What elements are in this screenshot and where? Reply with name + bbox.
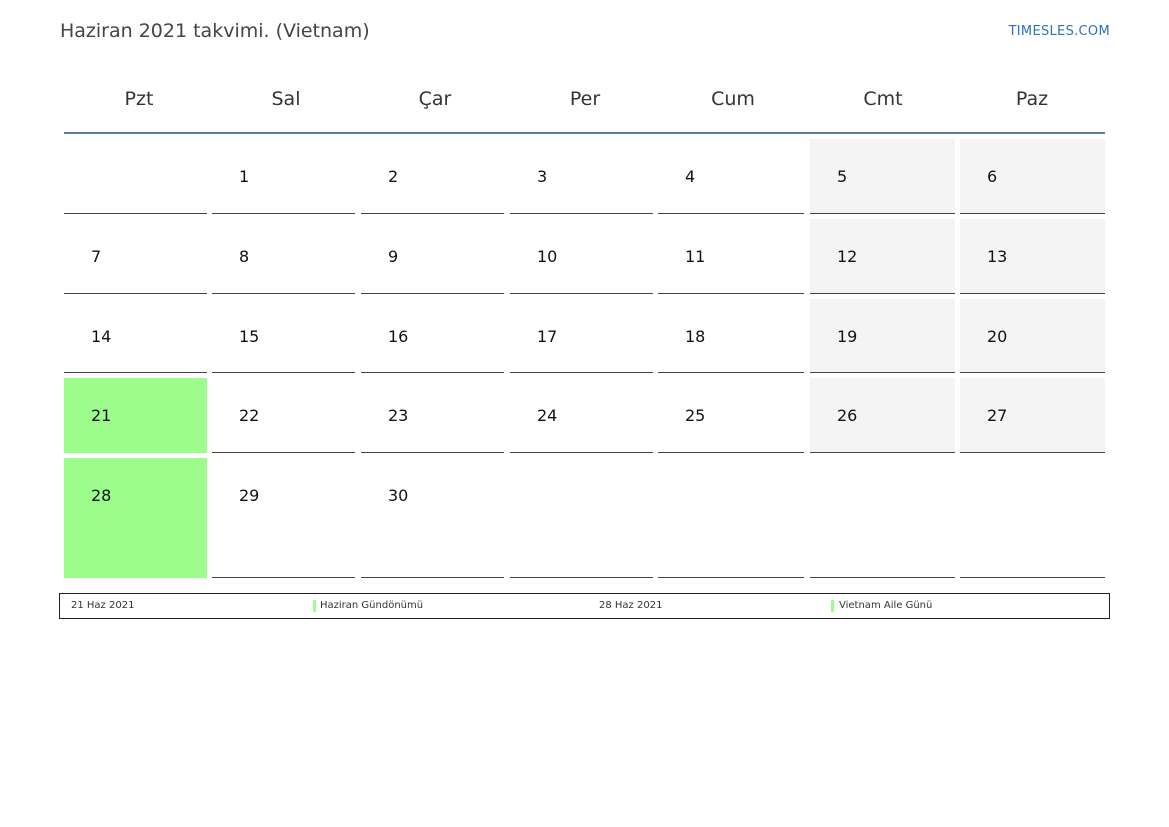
calendar-day-cell: 2 — [361, 139, 504, 214]
weekday-mon: Pzt — [124, 88, 154, 110]
calendar-day-cell: 29 — [212, 458, 355, 578]
calendar-day-cell: 23 — [361, 378, 504, 453]
calendar-empty-cell — [658, 458, 804, 578]
legend-color-swatch — [313, 600, 316, 612]
calendar-day-cell: 9 — [361, 219, 504, 294]
day-number: 17 — [537, 327, 558, 346]
legend-date: 21 Haz 2021 — [71, 600, 135, 611]
day-number: 15 — [239, 327, 260, 346]
calendar-day-cell: 5 — [810, 139, 955, 214]
calendar-day-cell: 26 — [810, 378, 955, 453]
calendar-day-cell: 18 — [658, 299, 804, 373]
weekday-tue: Sal — [271, 88, 301, 110]
calendar-day-cell: 4 — [658, 139, 804, 214]
calendar-day-cell: 27 — [960, 378, 1105, 453]
calendar-day-cell: 14 — [64, 299, 207, 373]
page-title: Haziran 2021 takvimi. (Vietnam) — [60, 20, 370, 42]
weekday-sun: Paz — [1015, 88, 1049, 110]
day-number: 18 — [685, 327, 706, 346]
day-number: 28 — [91, 486, 112, 505]
calendar-day-cell: 1 — [212, 139, 355, 214]
weekday-sat: Cmt — [863, 88, 903, 110]
weekday-fri: Cum — [711, 88, 755, 110]
calendar-empty-cell — [510, 458, 653, 578]
weekday-header: Pzt Sal Çar Per Cum Cmt Paz — [64, 78, 1105, 134]
day-number: 22 — [239, 406, 260, 425]
weekday-wed: Çar — [418, 88, 452, 110]
day-number: 5 — [837, 167, 848, 186]
calendar-day-cell: 10 — [510, 219, 653, 294]
calendar-day-cell: 21 — [64, 378, 207, 453]
calendar-empty-cell — [810, 458, 955, 578]
day-number: 3 — [537, 167, 548, 186]
calendar-day-cell: 13 — [960, 219, 1105, 294]
day-number: 1 — [239, 167, 250, 186]
calendar-day-cell: 12 — [810, 219, 955, 294]
legend-holiday-name: Vietnam Aile Günü — [839, 600, 933, 611]
calendar-day-cell: 6 — [960, 139, 1105, 214]
day-number: 27 — [987, 406, 1008, 425]
day-number: 29 — [239, 486, 260, 505]
weekday-thu: Per — [569, 88, 601, 110]
day-number: 2 — [388, 167, 399, 186]
day-number: 13 — [987, 247, 1008, 266]
calendar-day-cell: 30 — [361, 458, 504, 578]
day-number: 10 — [537, 247, 558, 266]
day-number: 24 — [537, 406, 558, 425]
day-number: 30 — [388, 486, 409, 505]
day-number: 12 — [837, 247, 858, 266]
day-number: 25 — [685, 406, 706, 425]
calendar-empty-cell — [960, 458, 1105, 578]
day-number: 11 — [685, 247, 706, 266]
day-number: 6 — [987, 167, 998, 186]
calendar-day-cell: 7 — [64, 219, 207, 294]
calendar-day-cell: 16 — [361, 299, 504, 373]
calendar-day-cell: 25 — [658, 378, 804, 453]
day-number: 21 — [91, 406, 112, 425]
calendar-day-cell: 28 — [64, 458, 207, 578]
calendar-day-cell: 8 — [212, 219, 355, 294]
holiday-legend: 21 Haz 2021 Haziran Gündönümü 28 Haz 202… — [59, 593, 1110, 619]
legend-holiday-name: Haziran Gündönümü — [320, 600, 424, 611]
calendar-day-cell: 15 — [212, 299, 355, 373]
day-number: 20 — [987, 327, 1008, 346]
legend-date: 28 Haz 2021 — [599, 600, 663, 611]
calendar-day-cell: 11 — [658, 219, 804, 294]
day-number: 23 — [388, 406, 409, 425]
day-number: 16 — [388, 327, 409, 346]
day-number: 26 — [837, 406, 858, 425]
day-number: 4 — [685, 167, 696, 186]
calendar-day-cell: 19 — [810, 299, 955, 373]
calendar-day-cell: 17 — [510, 299, 653, 373]
brand-link[interactable]: TIMESLES.COM — [1008, 24, 1110, 39]
day-number: 19 — [837, 327, 858, 346]
legend-color-swatch — [831, 600, 834, 612]
calendar-day-cell: 3 — [510, 139, 653, 214]
day-number: 8 — [239, 247, 250, 266]
calendar-day-cell: 24 — [510, 378, 653, 453]
day-number: 14 — [91, 327, 112, 346]
calendar-day-cell: 22 — [212, 378, 355, 453]
calendar-day-cell: 20 — [960, 299, 1105, 373]
day-number: 9 — [388, 247, 399, 266]
day-number: 7 — [91, 247, 102, 266]
calendar-empty-cell — [64, 139, 207, 214]
